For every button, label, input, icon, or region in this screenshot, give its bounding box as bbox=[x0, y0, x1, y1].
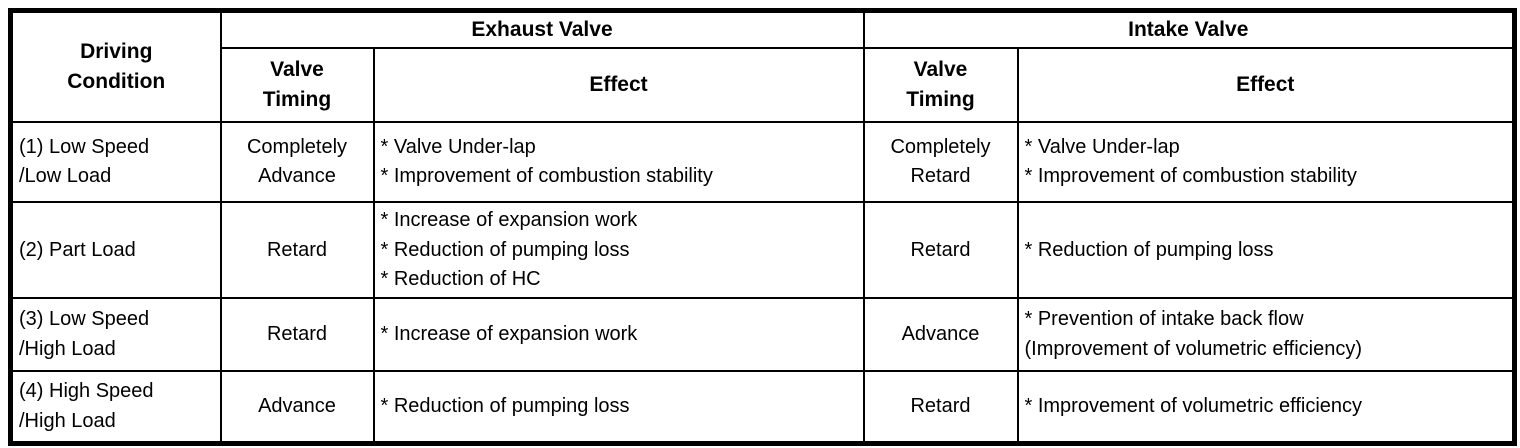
valve-timing-effect-table: Driving Condition Exhaust Valve Intake V… bbox=[8, 8, 1517, 446]
table-row-high-speed-high-load: (4) High Speed /High Load Advance * Redu… bbox=[9, 370, 1516, 445]
table-row-low-speed-low-load: (1) Low Speed /Low Load Completely Advan… bbox=[9, 121, 1516, 204]
table-row-part-load: (2) Part Load Retard * Increase of expan… bbox=[9, 201, 1516, 300]
intake-timing-cell: Retard bbox=[862, 201, 1019, 300]
intake-effect-cell: * Improvement of volumetric efficiency bbox=[1016, 370, 1516, 445]
exhaust-effect-cell: * Increase of expansion work bbox=[372, 297, 865, 373]
header-intake-valve-group: Intake Valve bbox=[862, 9, 1516, 50]
exhaust-timing-cell: Advance bbox=[219, 370, 375, 445]
condition-cell: (2) Part Load bbox=[9, 201, 222, 300]
header-intake-valve-timing: Valve Timing bbox=[862, 47, 1019, 124]
exhaust-effect-cell: * Reduction of pumping loss bbox=[372, 370, 865, 445]
exhaust-timing-cell: Retard bbox=[219, 297, 375, 373]
table-row-low-speed-high-load: (3) Low Speed /High Load Retard * Increa… bbox=[9, 297, 1516, 373]
condition-cell: (1) Low Speed /Low Load bbox=[9, 121, 222, 204]
intake-effect-cell: * Reduction of pumping loss bbox=[1016, 201, 1516, 300]
header-driving-condition: Driving Condition bbox=[9, 9, 222, 124]
condition-cell: (3) Low Speed /High Load bbox=[9, 297, 222, 373]
intake-effect-cell: * Valve Under-lap * Improvement of combu… bbox=[1016, 121, 1516, 204]
exhaust-effect-cell: * Increase of expansion work * Reduction… bbox=[372, 201, 865, 300]
intake-timing-cell: Completely Retard bbox=[862, 121, 1019, 204]
intake-timing-cell: Retard bbox=[862, 370, 1019, 445]
exhaust-timing-cell: Retard bbox=[219, 201, 375, 300]
exhaust-effect-cell: * Valve Under-lap * Improvement of combu… bbox=[372, 121, 865, 204]
header-exhaust-valve-timing: Valve Timing bbox=[219, 47, 375, 124]
intake-effect-cell: * Prevention of intake back flow (Improv… bbox=[1016, 297, 1516, 373]
intake-timing-cell: Advance bbox=[862, 297, 1019, 373]
exhaust-timing-cell: Completely Advance bbox=[219, 121, 375, 204]
header-intake-effect: Effect bbox=[1016, 47, 1516, 124]
header-exhaust-valve-group: Exhaust Valve bbox=[219, 9, 865, 50]
header-exhaust-effect: Effect bbox=[372, 47, 865, 124]
condition-cell: (4) High Speed /High Load bbox=[9, 370, 222, 445]
